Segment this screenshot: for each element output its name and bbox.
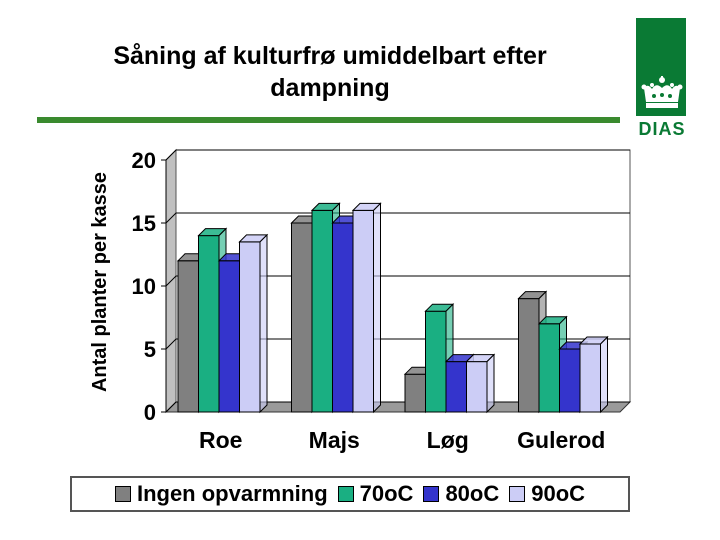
bar-front: [404, 373, 426, 413]
bar-side: [259, 233, 268, 414]
bar: [351, 202, 382, 414]
x-tick-label: Majs: [309, 427, 360, 453]
y-tick-label: 10: [132, 274, 156, 299]
legend-item: 70oC: [337, 481, 414, 507]
bar-front: [559, 348, 581, 413]
bar-front: [538, 323, 560, 413]
bar: [578, 335, 609, 414]
x-tick-label: Roe: [199, 427, 242, 453]
bar-front: [332, 222, 354, 413]
bar-front: [445, 361, 467, 413]
legend-swatch: [509, 486, 526, 502]
logo-text: DIAS: [638, 119, 686, 139]
bar-front: [466, 361, 488, 413]
bar-front: [239, 241, 261, 413]
gridline: [165, 338, 630, 350]
y-tick-label: 5: [144, 337, 156, 362]
gridline: [165, 212, 630, 224]
bar: [238, 233, 269, 414]
bar-front: [291, 222, 313, 413]
bar-front: [579, 343, 601, 413]
legend-item: 80oC: [423, 481, 499, 507]
title-line-1: Såning af kulturfrø umiddelbart efter: [113, 42, 547, 70]
x-tick-label: Løg: [427, 427, 469, 453]
title-underline: [37, 117, 620, 123]
chart-legend: Ingen opvarmning 70oC 80oC 90oC: [70, 476, 630, 512]
bar-front: [218, 260, 240, 413]
bar-front: [518, 298, 540, 413]
gridline: [165, 275, 630, 287]
bar-front: [311, 209, 333, 413]
legend-swatch: [423, 486, 440, 502]
y-tick-label: 20: [132, 148, 156, 173]
legend-label: Ingen opvarmning: [136, 481, 328, 506]
y-tick-label: 0: [144, 400, 156, 425]
legend-item: 90oC: [509, 481, 585, 507]
legend-label: 90oC: [531, 481, 586, 506]
bar-front: [425, 310, 447, 413]
y-tick-label: 15: [132, 211, 156, 236]
y-axis-title: Antal planter per kasse: [89, 172, 111, 392]
bar-side: [600, 335, 608, 414]
legend-label: 80oC: [445, 481, 500, 506]
bar-side: [373, 202, 381, 414]
bar-side: [486, 353, 495, 414]
legend-label: 70oC: [359, 481, 414, 506]
legend-swatch: [337, 486, 354, 502]
crown-icon: [641, 76, 683, 108]
legend-item: Ingen opvarmning: [114, 481, 328, 507]
bar-front: [177, 260, 199, 413]
bar-front: [198, 235, 220, 413]
legend-swatch: [114, 486, 131, 502]
slide-title: Såning af kulturfrø umiddelbart efter da…: [30, 40, 630, 104]
gridline: [165, 149, 630, 161]
bar-front: [352, 209, 374, 413]
x-tick-label: Gulerod: [517, 427, 605, 453]
bar: [465, 353, 496, 414]
title-line-2: dampning: [270, 74, 390, 102]
